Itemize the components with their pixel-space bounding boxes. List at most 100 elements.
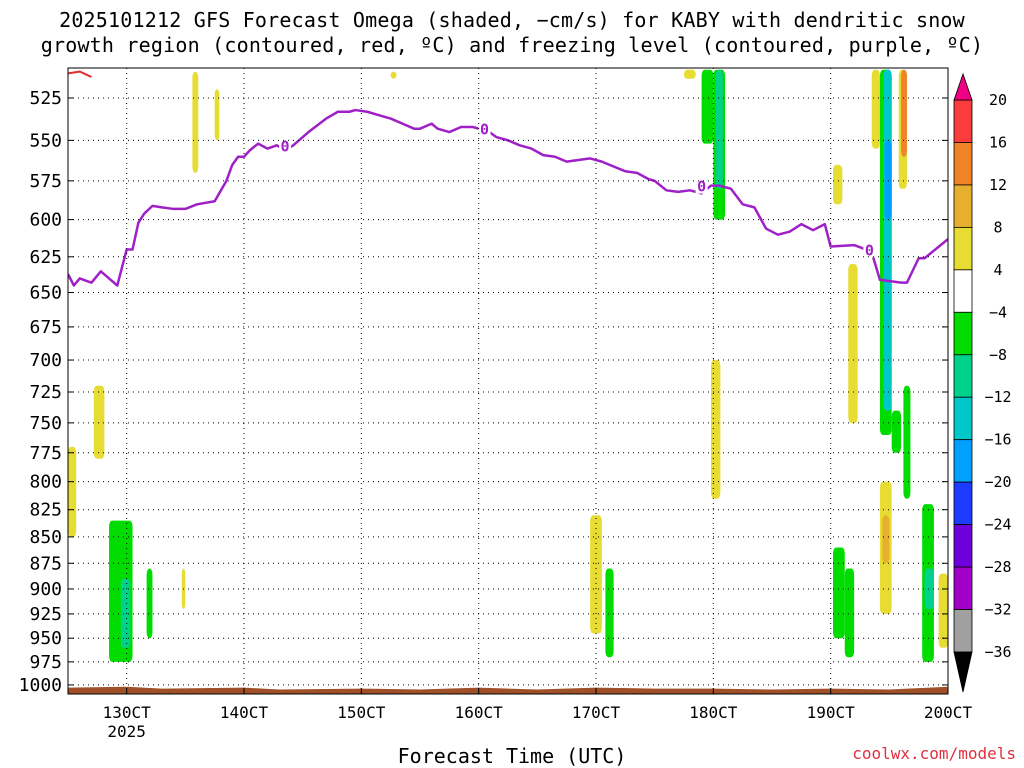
- colorbar-under-arrow: [953, 651, 973, 693]
- y-tick-label-12: 825: [29, 500, 62, 521]
- colorbar-label-5: −16: [984, 431, 1011, 449]
- x-tick-year-label: 2025: [107, 722, 146, 741]
- omega-region-22: [883, 69, 892, 411]
- y-tick-label-7: 700: [29, 350, 62, 371]
- colorbar-label-2: −28: [984, 558, 1011, 576]
- colorbar-bin-7: [953, 311, 973, 356]
- omega-region-1: [93, 385, 105, 459]
- y-tick-label-1: 550: [29, 130, 62, 151]
- omega-region-27: [903, 385, 911, 499]
- colorbar-label-13: 20: [989, 91, 1007, 109]
- colorbar-bin-12: [953, 99, 973, 143]
- colorbar-label-10: 8: [993, 218, 1002, 236]
- omega-region-32: [938, 573, 948, 648]
- freezing-level-line: [68, 108, 948, 287]
- y-tick-label-3: 600: [29, 210, 62, 231]
- colorbar-label-11: 12: [989, 176, 1007, 194]
- colorbar-bin-4: [953, 439, 973, 483]
- freezing-label-bg-2: [695, 177, 708, 194]
- x-tick-label-4: 170CT: [572, 703, 621, 722]
- colorbar-bin-3: [953, 481, 973, 526]
- freezing-label-bg-3: [863, 241, 876, 258]
- colorbar-label-1: −32: [984, 601, 1011, 619]
- chart-title-line-2: growth region (contoured, red, ºC) and f…: [40, 33, 984, 57]
- omega-region-19: [848, 264, 858, 423]
- omega-region-29: [882, 515, 890, 564]
- y-tick-label-14: 875: [29, 553, 62, 574]
- x-tick-label-2: 150CT: [337, 703, 386, 722]
- x-tick-label-6: 190CT: [807, 703, 856, 722]
- y-tick-label-8: 725: [29, 382, 62, 403]
- colorbar-bin-11: [953, 142, 973, 186]
- colorbar-label-6: −12: [984, 388, 1011, 406]
- colorbar-label-9: 4: [993, 261, 1002, 279]
- plot-clipped-group: 0 0 0 0: [68, 69, 948, 694]
- y-tick-label-2: 575: [29, 171, 62, 192]
- omega-region-6: [192, 71, 199, 173]
- y-tick-label-16: 925: [29, 604, 62, 625]
- omega-region-16: [833, 164, 843, 205]
- colorbar-bin-1: [953, 566, 973, 610]
- y-tick-label-10: 775: [29, 443, 62, 464]
- y-tick-label-0: 525: [29, 88, 62, 109]
- y-tick-label-11: 800: [29, 472, 62, 493]
- omega-region-4: [146, 568, 153, 639]
- omega-region-15: [710, 360, 721, 499]
- colorbar-bin-9: [953, 226, 973, 271]
- y-tick-label-5: 650: [29, 283, 62, 304]
- y-tick-label-19: 1000: [19, 675, 62, 696]
- x-tick-label-7: 200CT: [924, 703, 973, 722]
- omega-region-0: [68, 446, 77, 537]
- omega-region-26: [901, 69, 907, 157]
- colorbar-bin-8: [953, 269, 973, 313]
- x-tick-label-3: 160CT: [455, 703, 504, 722]
- y-tick-label-4: 625: [29, 247, 62, 268]
- colorbar-label-12: 16: [989, 133, 1007, 151]
- x-tick-label-1: 140CT: [220, 703, 269, 722]
- freezing-label-0: 0: [281, 137, 290, 155]
- colorbar-label-7: −8: [989, 346, 1007, 364]
- omega-region-20: [871, 69, 880, 149]
- omega-region-31: [924, 568, 934, 609]
- chart-title-line-1: 2025101212 GFS Forecast Omega (shaded, −…: [59, 8, 965, 32]
- colorbar-label-0: −36: [984, 643, 1011, 661]
- y-tick-label-18: 975: [29, 652, 62, 673]
- colorbar-label-4: −20: [984, 473, 1011, 491]
- colorbar-label-8: −4: [989, 303, 1007, 321]
- colorbar-bin-6: [953, 354, 973, 398]
- omega-region-11: [684, 69, 696, 79]
- colorbar-bin-2: [953, 524, 973, 568]
- omega-region-9: [590, 515, 602, 634]
- x-tick-label-5: 180CT: [689, 703, 738, 722]
- omega-region-14: [715, 69, 723, 189]
- colorbar-bin-10: [953, 184, 973, 228]
- colorbar-over-arrow: [953, 72, 973, 101]
- freezing-label-3: 0: [865, 241, 874, 259]
- colorbar-bin-0: [953, 609, 973, 653]
- credit-link[interactable]: coolwx.com/models: [852, 744, 1016, 763]
- x-axis-label: Forecast Time (UTC): [397, 744, 627, 768]
- omega-region-8: [390, 71, 397, 79]
- colorbar-label-3: −24: [984, 516, 1011, 534]
- omega-region-3: [120, 578, 131, 648]
- colorbar-bin-5: [953, 396, 973, 441]
- omega-region-12: [701, 69, 714, 144]
- omega-region-18: [844, 568, 855, 658]
- omega-region-10: [605, 568, 614, 658]
- freezing-label-bg-0: [279, 137, 292, 154]
- freezing-label-1: 0: [480, 121, 489, 139]
- y-tick-label-17: 950: [29, 628, 62, 649]
- freezing-label-2: 0: [697, 178, 706, 196]
- omega-region-23: [884, 140, 892, 220]
- omega-region-17: [833, 547, 845, 639]
- y-tick-label-9: 750: [29, 413, 62, 434]
- omega-region-24: [891, 410, 902, 453]
- y-tick-label-13: 850: [29, 527, 62, 548]
- y-tick-label-15: 900: [29, 579, 62, 600]
- dendritic-growth-contour: [68, 70, 92, 78]
- freezing-label-bg-1: [478, 120, 491, 137]
- plot-frame: [67, 67, 949, 695]
- x-tick-label-0: 130CT: [103, 703, 152, 722]
- y-tick-label-6: 675: [29, 317, 62, 338]
